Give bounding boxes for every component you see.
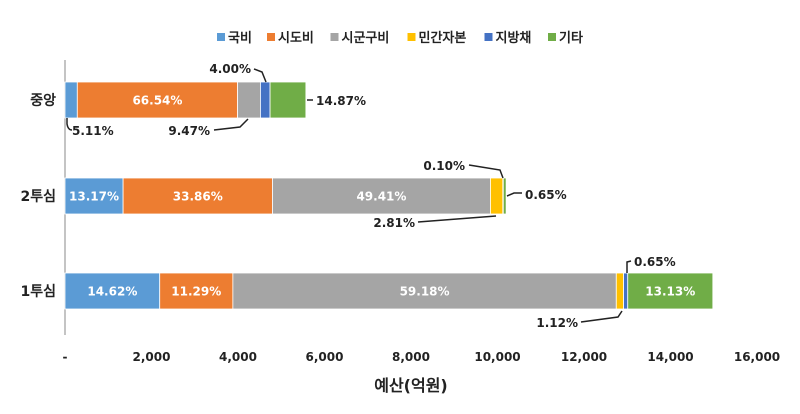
x-tick-label: - [63, 350, 68, 364]
legend-label: 지방채 [496, 30, 532, 46]
data-label: 0.65% [634, 255, 676, 269]
bar-segment [490, 177, 504, 215]
legend-swatch [484, 33, 493, 41]
bar-segment [64, 177, 124, 215]
data-label: 5.11% [72, 124, 114, 138]
bar-segment [64, 272, 161, 310]
bar-segment [76, 81, 239, 119]
category-labels: 중앙 2투심 1투심 [20, 92, 56, 300]
bar-segment [64, 81, 78, 119]
leader-line [468, 164, 504, 179]
leader-line [213, 118, 249, 131]
legend: 국비 시도비 시군구비 민간자본 지방채 기타 [217, 30, 583, 46]
bar-segment [615, 272, 624, 310]
data-label: 13.17% [69, 190, 119, 204]
legend-swatch [217, 33, 225, 41]
leader-line [506, 192, 522, 197]
data-label: 59.18% [400, 285, 450, 299]
bar-segment [159, 272, 234, 310]
bar-segment [502, 177, 507, 215]
data-label: 0.65% [525, 188, 567, 202]
legend-label: 국비 [228, 31, 252, 46]
data-label: 4.00% [209, 62, 251, 76]
legend-label: 시도비 [278, 31, 314, 46]
x-tick-label: 4,000 [219, 350, 257, 364]
data-label: 2.81% [373, 216, 415, 230]
x-tick-label: 8,000 [392, 350, 430, 364]
leader-line [417, 215, 497, 223]
leader-line [580, 310, 623, 323]
legend-swatch [267, 33, 275, 41]
legend-label: 시군구비 [342, 31, 390, 46]
bar-segment [627, 272, 714, 310]
data-label: 11.29% [171, 285, 221, 299]
x-axis-label: 예산(억원) [374, 376, 448, 395]
data-label: 14.62% [87, 285, 137, 299]
bar-segment [260, 81, 271, 119]
category-label: 1투심 [20, 284, 56, 300]
data-label: 33.86% [173, 190, 223, 204]
x-axis-ticks: - 2,000 4,000 6,000 8,000 10,000 12,000 14,000 1… [63, 350, 781, 364]
x-tick-label: 14,000 [647, 350, 693, 364]
x-tick-label: 10,000 [474, 350, 520, 364]
bar-segment [269, 81, 307, 119]
bar-segment [122, 177, 273, 215]
leader-line [626, 260, 632, 273]
data-label: 1.12% [536, 316, 578, 330]
data-labels: 5.11% 66.54% 9.47% 4.00% 14.87% 13.17% 33.86% 4… [66, 62, 695, 330]
x-tick-label: 2,000 [133, 350, 171, 364]
x-tick-label: 6,000 [306, 350, 344, 364]
data-label: 13.13% [645, 285, 695, 299]
legend-swatch [330, 33, 339, 41]
leader-line [66, 118, 73, 131]
data-label: 66.54% [132, 94, 182, 108]
data-label: 14.87% [316, 94, 366, 108]
legend-swatch [407, 33, 416, 41]
legend-label: 민간자본 [419, 30, 467, 46]
category-label: 2투심 [20, 189, 56, 205]
x-tick-label: 12,000 [561, 350, 607, 364]
data-label: 9.47% [168, 124, 210, 138]
bars [64, 81, 714, 310]
legend-label: 기타 [559, 30, 583, 46]
data-label: 0.10% [423, 159, 465, 173]
leader-line [253, 68, 267, 83]
legend-swatch [548, 33, 556, 41]
category-label: 중앙 [30, 92, 56, 109]
data-label: 49.41% [356, 190, 406, 204]
bar-segment [272, 177, 491, 215]
bar-segment [623, 272, 629, 310]
bar-segment [237, 81, 261, 119]
x-tick-label: 16,000 [734, 350, 780, 364]
bar-segment [232, 272, 617, 310]
